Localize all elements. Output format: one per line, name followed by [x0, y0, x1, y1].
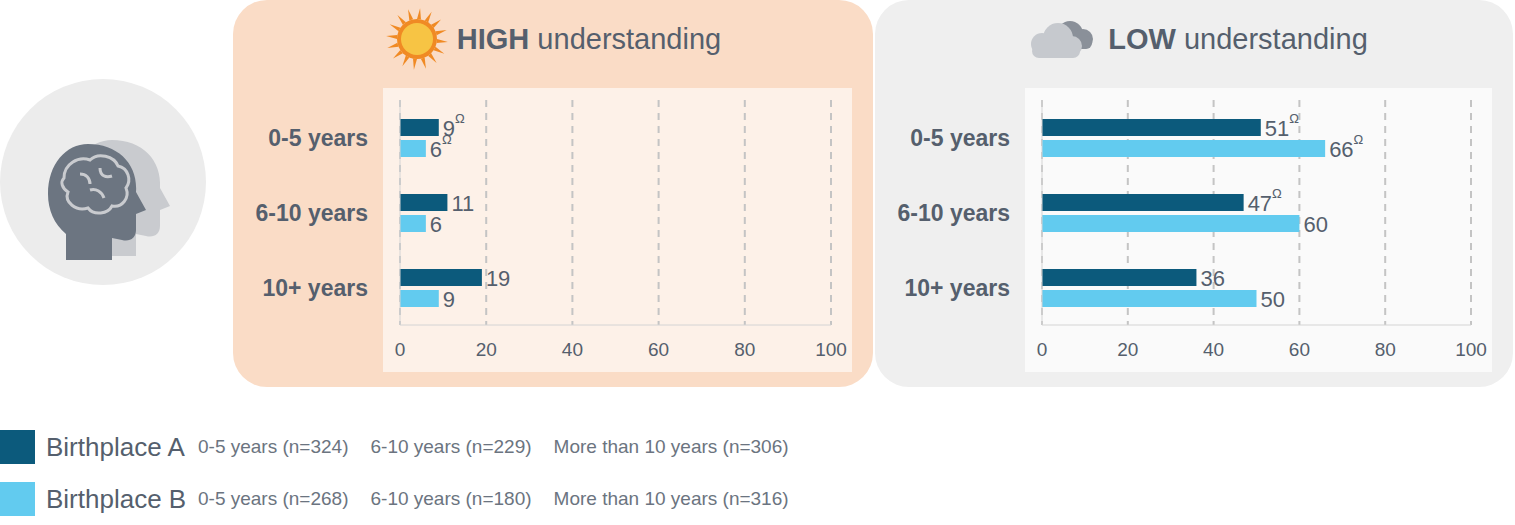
- html-text:More than 10 years (n=306): More than 10 years (n=306): [553, 436, 789, 457]
- html-text:6-10 years (n=180): 6-10 years (n=180): [370, 488, 532, 509]
- svg-text:20: 20: [1117, 339, 1138, 360]
- svg-text:10+ years: 10+ years: [262, 275, 368, 301]
- svg-text:50: 50: [1261, 286, 1285, 311]
- svg-text:19: 19: [486, 265, 510, 290]
- html-text:0-5 years (n=268): 0-5 years (n=268): [198, 488, 349, 509]
- svg-text:60: 60: [1303, 211, 1327, 236]
- svg-text:0: 0: [1037, 339, 1048, 360]
- svg-text:9Ω: 9Ω: [442, 110, 465, 140]
- svg-text:6-10 years: 6-10 years: [897, 200, 1010, 226]
- svg-text:100: 100: [815, 339, 847, 360]
- svg-text:60: 60: [648, 339, 669, 360]
- svg-text:51Ω: 51Ω: [1265, 110, 1299, 140]
- svg-text:20: 20: [476, 339, 497, 360]
- svg-text:100: 100: [1455, 339, 1487, 360]
- html-text:Birthplace A: Birthplace A: [46, 431, 185, 462]
- html-text:HIGH understanding: HIGH understanding: [456, 22, 722, 55]
- html-text:Birthplace B: Birthplace B: [46, 483, 187, 514]
- svg-text:10+ years: 10+ years: [904, 275, 1010, 301]
- svg-text:6Ω: 6Ω: [430, 131, 452, 161]
- svg-text:6: 6: [430, 211, 442, 236]
- svg-text:0: 0: [395, 339, 406, 360]
- svg-text:0-5 years: 0-5 years: [910, 125, 1010, 151]
- html-text:6-10 years (n=229): 6-10 years (n=229): [370, 436, 532, 457]
- svg-text:40: 40: [562, 339, 583, 360]
- svg-text:11: 11: [451, 190, 474, 215]
- svg-text:36: 36: [1200, 265, 1224, 290]
- html-text:More than 10 years (n=316): More than 10 years (n=316): [553, 488, 789, 509]
- svg-text:0-5 years: 0-5 years: [268, 125, 368, 151]
- svg-text:80: 80: [1375, 339, 1396, 360]
- svg-text:9: 9: [443, 286, 455, 311]
- svg-text:80: 80: [734, 339, 755, 360]
- svg-text:47Ω: 47Ω: [1248, 185, 1282, 215]
- html-text:0-5 years (n=324): 0-5 years (n=324): [198, 436, 349, 457]
- svg-text:40: 40: [1203, 339, 1224, 360]
- html-text:LOW understanding: LOW understanding: [1108, 22, 1368, 55]
- svg-text:6-10 years: 6-10 years: [255, 200, 368, 226]
- svg-text:60: 60: [1289, 339, 1310, 360]
- svg-text:66Ω: 66Ω: [1329, 131, 1363, 161]
